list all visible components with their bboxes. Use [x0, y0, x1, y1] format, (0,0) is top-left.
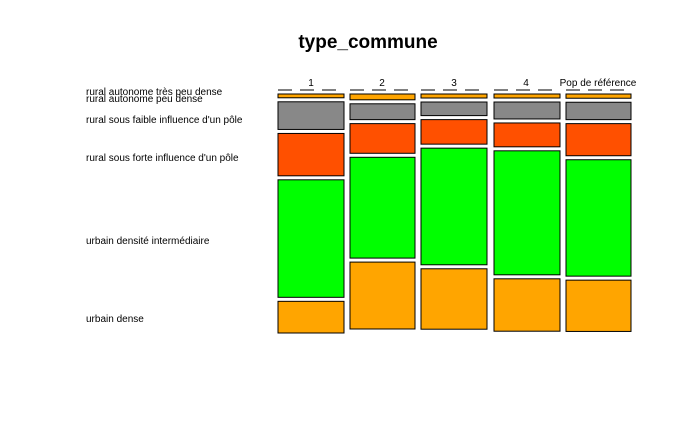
cell-4-urbain-densite-intermediaire [493, 150, 561, 276]
cell-4-rural-autonome-peu-dense [493, 93, 561, 99]
chart-title: type_commune [298, 32, 437, 53]
cell-pop-de-reference-urbain-densite-intermediaire [565, 159, 632, 277]
column-label-3: 3 [451, 78, 457, 89]
row-label-rural-forte-influence: rural sous forte influence d'un pôle [86, 153, 239, 164]
cell-3-urbain-dense [420, 268, 488, 330]
cell-2-urbain-dense [349, 261, 416, 330]
cell-3-rural-autonome-peu-dense [420, 93, 488, 99]
cell-2-rural-sous-forte-influence-d-un-pole [349, 123, 416, 154]
row-label-urbain-dense: urbain dense [86, 314, 144, 325]
cell-2-rural-sous-faible-influence-d-un-pole [349, 103, 416, 121]
cell-4-rural-sous-forte-influence-d-un-pole [493, 122, 561, 148]
cell-4-urbain-dense [493, 278, 561, 332]
column-label-pop-de-reference: Pop de référence [560, 78, 637, 89]
cell-2-urbain-densite-intermediaire [349, 156, 416, 259]
column-label-1: 1 [308, 78, 314, 89]
column-label-4: 4 [523, 78, 529, 89]
column-labels: 1 2 3 4 Pop de référence [308, 78, 637, 89]
row-labels: rural autonome très peu dense rural auto… [86, 87, 243, 325]
cell-4-rural-sous-faible-influence-d-un-pole [493, 101, 561, 120]
cell-1-rural-sous-faible-influence-d-un-pole [277, 101, 345, 130]
row-label-urbain-densite-intermediaire: urbain densité intermédiaire [86, 236, 210, 247]
column-label-2: 2 [379, 78, 385, 89]
cell-pop-de-reference-urbain-dense [565, 279, 632, 332]
row-label-rural-faible-influence: rural sous faible influence d'un pôle [86, 115, 243, 126]
cell-pop-de-reference-rural-sous-forte-influence-d-un-pole [565, 123, 632, 157]
cell-1-rural-sous-forte-influence-d-un-pole [277, 132, 345, 177]
cell-3-rural-sous-faible-influence-d-un-pole [420, 101, 488, 117]
row-label-rural-autonome-peu-dense: rural autonome peu dense [86, 94, 203, 105]
cell-2-rural-autonome-peu-dense [349, 93, 416, 101]
mosaic-cells [277, 89, 632, 334]
cell-1-urbain-dense [277, 300, 345, 334]
row-label-rural-autonome-tres-peu-dense: rural autonome très peu dense [86, 87, 223, 98]
cell-pop-de-reference-rural-autonome-peu-dense [565, 93, 632, 99]
cell-pop-de-reference-rural-sous-faible-influence-d-un-pole [565, 101, 632, 121]
cell-3-rural-sous-forte-influence-d-un-pole [420, 119, 488, 145]
cell-1-rural-autonome-peu-dense [277, 93, 345, 99]
cell-3-urbain-densite-intermediaire [420, 147, 488, 266]
cell-1-urbain-densite-intermediaire [277, 179, 345, 298]
